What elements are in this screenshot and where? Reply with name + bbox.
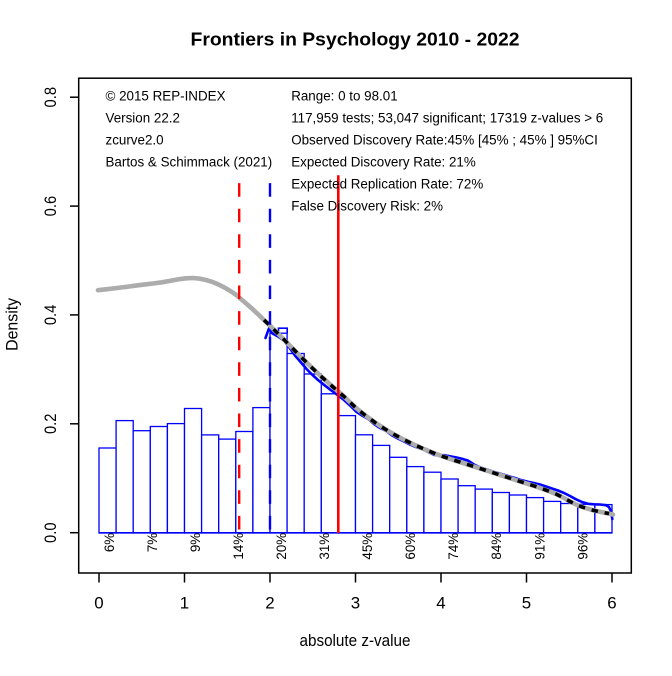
svg-text:Observed Discovery Rate:45% [4: Observed Discovery Rate:45% [45% ; 45% ]… (291, 133, 598, 148)
svg-text:0.4: 0.4 (41, 305, 60, 326)
svg-text:74%: 74% (446, 533, 461, 560)
svg-text:Expected Replication Rate: 72%: Expected Replication Rate: 72% (291, 177, 483, 192)
svg-text:absolute z-value: absolute z-value (300, 631, 411, 650)
svg-text:117,959 tests; 53,047 signific: 117,959 tests; 53,047 significant; 17319… (291, 111, 603, 126)
svg-text:False Discovery Risk: 2%: False Discovery Risk: 2% (291, 199, 443, 214)
svg-text:0.0: 0.0 (41, 522, 60, 543)
svg-text:1: 1 (180, 594, 189, 613)
svg-text:45%: 45% (360, 533, 375, 560)
svg-text:0.8: 0.8 (41, 87, 60, 108)
svg-text:© 2015 REP-INDEX: © 2015 REP-INDEX (106, 88, 226, 103)
svg-text:3: 3 (351, 594, 360, 613)
svg-text:Range: 0 to 98.01: Range: 0 to 98.01 (291, 88, 397, 103)
svg-text:60%: 60% (403, 533, 418, 560)
svg-text:0.2: 0.2 (41, 414, 60, 435)
svg-text:Bartos & Schimmack (2021): Bartos & Schimmack (2021) (106, 155, 273, 170)
svg-text:6: 6 (607, 594, 616, 613)
svg-text:31%: 31% (317, 533, 332, 560)
svg-text:0: 0 (94, 594, 103, 613)
svg-text:9%: 9% (188, 533, 203, 552)
svg-text:5: 5 (522, 594, 531, 613)
svg-text:zcurve2.0: zcurve2.0 (106, 133, 164, 148)
svg-text:96%: 96% (575, 533, 590, 560)
svg-text:Version 22.2: Version 22.2 (106, 111, 180, 126)
svg-text:Frontiers in Psychology 2010 -: Frontiers in Psychology 2010 - 2022 (191, 30, 520, 50)
svg-text:7%: 7% (145, 533, 160, 552)
svg-text:Density: Density (3, 297, 22, 351)
svg-text:6%: 6% (102, 533, 117, 552)
svg-text:84%: 84% (489, 533, 504, 560)
svg-text:Expected Discovery Rate: 21%: Expected Discovery Rate: 21% (291, 155, 476, 170)
svg-text:20%: 20% (274, 533, 289, 560)
svg-text:2: 2 (265, 594, 274, 613)
svg-text:0.6: 0.6 (41, 196, 60, 217)
svg-text:91%: 91% (532, 533, 547, 560)
svg-text:4: 4 (436, 594, 445, 613)
svg-text:14%: 14% (231, 533, 246, 560)
